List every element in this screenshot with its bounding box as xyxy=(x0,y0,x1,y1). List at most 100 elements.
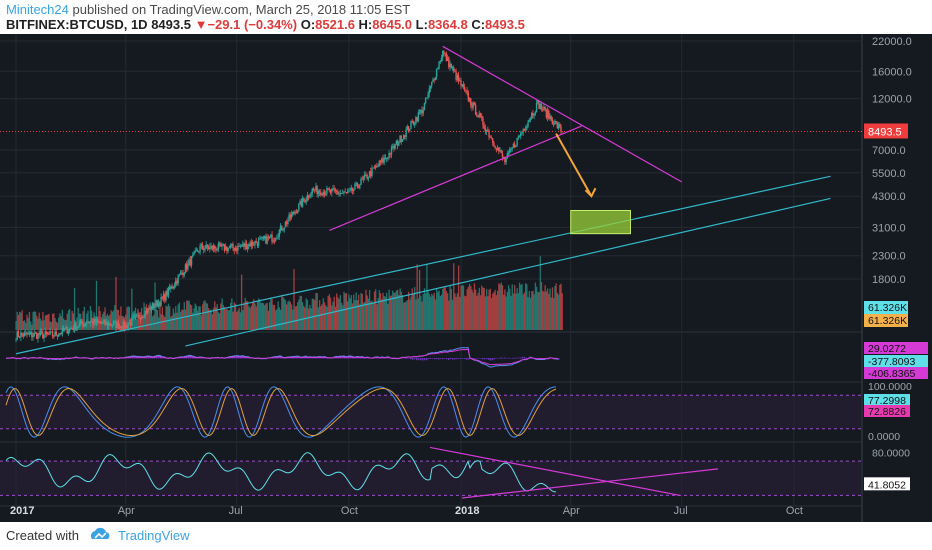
candle-body xyxy=(415,117,417,124)
candle-body xyxy=(138,314,140,319)
volume-bar xyxy=(320,306,322,330)
volume-bar xyxy=(276,309,278,330)
candle-body xyxy=(315,186,317,191)
volume-bar xyxy=(482,287,484,330)
candle-body xyxy=(268,236,271,238)
candle-body xyxy=(221,244,223,247)
volume-bar xyxy=(209,309,211,330)
candle-body xyxy=(129,322,132,326)
candle-body xyxy=(95,319,98,323)
author-link[interactable]: Minitech24 xyxy=(6,2,69,17)
candle-body xyxy=(431,81,433,86)
candle-body xyxy=(26,332,28,335)
volume-bar xyxy=(48,313,50,330)
candle-body xyxy=(540,104,543,110)
volume-bar xyxy=(361,293,363,330)
candle-body xyxy=(62,327,65,331)
candle-body xyxy=(537,100,539,103)
candle-body xyxy=(125,324,127,329)
volume-bar xyxy=(511,284,513,330)
volume-bar xyxy=(71,310,73,330)
volume-bar xyxy=(464,295,466,330)
candle-body xyxy=(489,137,491,138)
candle-body xyxy=(64,328,66,331)
candle-body xyxy=(493,142,495,147)
candle-body xyxy=(498,147,500,152)
volume-bar xyxy=(88,320,90,330)
macd-histogram-bar xyxy=(484,358,486,360)
stoch-value-badge xyxy=(864,405,910,417)
volume-bar xyxy=(297,302,299,330)
candle-body xyxy=(88,322,90,324)
volume-bar xyxy=(415,299,417,330)
candle-body xyxy=(43,334,45,339)
candle-body xyxy=(70,328,72,329)
candle-body xyxy=(407,126,410,131)
candle-body xyxy=(99,321,101,323)
volume-bar xyxy=(406,300,409,330)
volume-bar xyxy=(27,317,29,330)
candle-body xyxy=(451,67,454,69)
candle-body xyxy=(93,318,95,325)
volume-label: 61.326K xyxy=(868,302,907,314)
volume-bar xyxy=(560,283,562,330)
candle-body xyxy=(238,246,240,247)
volume-bar xyxy=(279,309,282,330)
volume-bar xyxy=(379,293,382,330)
volume-bar xyxy=(405,301,407,330)
candle-body xyxy=(404,135,406,137)
stoch-d-line xyxy=(5,387,557,437)
candle-body xyxy=(214,245,216,249)
volume-bar xyxy=(348,294,350,330)
candle-body xyxy=(226,246,228,251)
rsi-tick-label: 80.0000 xyxy=(872,448,910,460)
candle-body xyxy=(304,200,306,203)
tradingview-brand[interactable]: TradingView xyxy=(118,528,190,543)
candle-body xyxy=(77,326,79,328)
volume-bar xyxy=(114,305,116,330)
volume-bar xyxy=(162,315,165,330)
macd-histogram-bar xyxy=(462,358,464,359)
candle-body xyxy=(359,184,361,189)
chart-svg[interactable]: 22000.0 16000.0 12000.0 7000.0 5500.0 4300.0 3… xyxy=(0,34,932,522)
volume-bar xyxy=(349,298,351,330)
volume-bar xyxy=(475,289,477,330)
volume-bar xyxy=(506,291,509,330)
candle-body xyxy=(327,187,329,190)
candle-body xyxy=(298,203,300,211)
volume-bar xyxy=(553,297,555,330)
candle-body xyxy=(279,225,282,231)
candle-body xyxy=(533,113,535,116)
volume-bar xyxy=(72,313,75,330)
candle-body xyxy=(137,314,139,316)
volume-bar xyxy=(189,304,192,330)
candle-body xyxy=(398,142,400,146)
candle-body xyxy=(246,246,249,250)
volume-bar xyxy=(466,289,468,330)
volume-bar xyxy=(184,309,187,330)
candle-body xyxy=(389,152,391,155)
candle-body xyxy=(556,122,559,129)
volume-bar xyxy=(286,304,288,330)
candle-body xyxy=(168,287,171,289)
candle-body xyxy=(29,332,32,334)
volume-bar xyxy=(177,304,179,330)
candle-body xyxy=(233,247,235,251)
candle-body xyxy=(456,75,459,80)
chart-area[interactable]: 22000.0 16000.0 12000.0 7000.0 5500.0 4300.0 3… xyxy=(0,34,932,522)
candle-body xyxy=(120,325,122,329)
x-tick-label: Oct xyxy=(786,505,803,517)
candle-body xyxy=(390,147,393,155)
volume-bar xyxy=(439,296,441,330)
candle-body xyxy=(53,335,55,337)
volume-bar xyxy=(501,285,504,330)
candle-body xyxy=(96,319,99,322)
volume-bar xyxy=(156,310,159,330)
candle-body xyxy=(392,146,394,148)
candle-body xyxy=(381,158,383,163)
candle-body xyxy=(384,157,387,159)
channel-line-upper xyxy=(15,175,831,355)
candle-body xyxy=(54,331,56,337)
volume-bar xyxy=(271,299,273,330)
candle-body xyxy=(133,316,135,318)
